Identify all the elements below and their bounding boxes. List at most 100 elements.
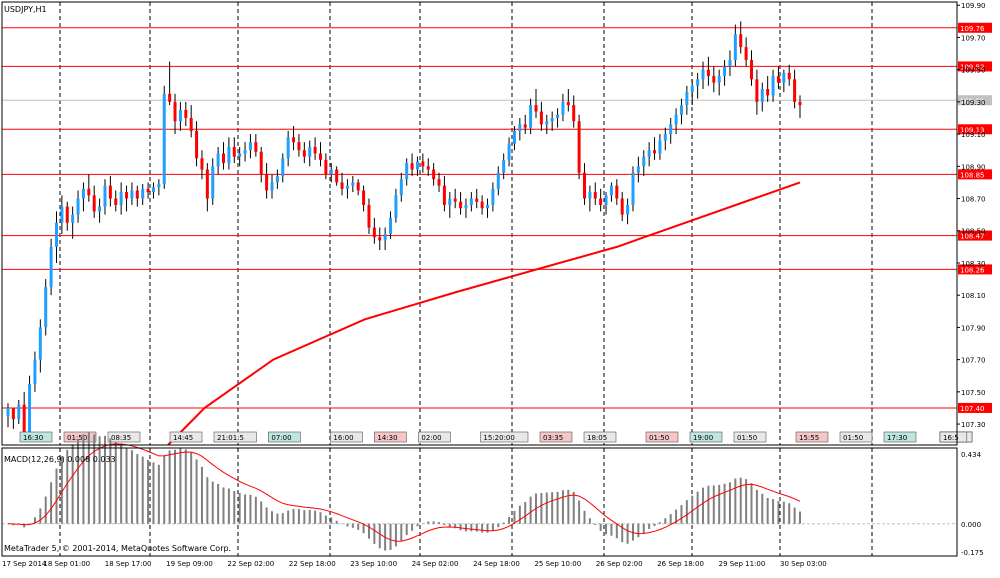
current-price-tag: [958, 95, 992, 106]
price-level-label: 108.85: [960, 171, 985, 179]
candle-body: [103, 185, 107, 207]
candle-body: [523, 124, 527, 128]
price-level-tag: [958, 61, 992, 72]
candle-body: [275, 175, 279, 183]
candle-body: [254, 142, 258, 152]
event-marker-label: 15:55: [799, 434, 819, 442]
event-marker: [645, 431, 679, 443]
candle-body: [776, 76, 780, 83]
candle-body: [292, 137, 296, 143]
candle-body: [60, 206, 64, 223]
event-marker-label: 16:00: [333, 434, 353, 442]
candle-body: [11, 407, 15, 420]
candle-body: [529, 105, 533, 128]
candle-body: [507, 143, 511, 160]
candle-body: [345, 185, 349, 189]
candle-body: [87, 188, 91, 196]
event-marker-label: 14:30: [377, 434, 397, 442]
event-marker: [583, 431, 617, 443]
candle-body: [572, 105, 576, 122]
x-axis-label: 22 Sep 18:00: [289, 560, 336, 568]
candle-body: [690, 85, 694, 93]
candle-body: [227, 146, 231, 164]
candle-body: [205, 169, 209, 199]
candle-body: [475, 198, 479, 202]
x-axis-label: 23 Sep 10:00: [350, 560, 397, 568]
candle-body: [378, 237, 382, 241]
x-axis-label: 30 Sep 03:00: [780, 560, 827, 568]
event-marker: [213, 431, 257, 443]
x-axis-label: 24 Sep 18:00: [473, 560, 520, 568]
candle-body: [146, 188, 150, 193]
candle-body: [222, 153, 226, 164]
candle-body: [238, 153, 242, 157]
candle-body: [324, 159, 328, 175]
candle-body: [216, 153, 220, 167]
event-markers: 16:30 01:50 08:35 14:45 21:01:5 07:00 16:00 14:…: [19, 431, 973, 443]
candle-body: [798, 101, 802, 106]
event-marker: [539, 431, 573, 443]
y-tick-label: 108.50: [961, 228, 986, 236]
event-marker-label: 08:35: [111, 434, 131, 442]
candle-body: [733, 34, 737, 60]
price-level-label: 109.76: [960, 25, 985, 33]
axes: 109.90109.70109.50109.30109.10108.90108.…: [1, 1, 986, 568]
symbol-label: USDJPY,H1: [4, 5, 47, 14]
horizontal-lines: 109.76 109.52 109.13 108.85 108.47 108.26 107.…: [2, 22, 992, 413]
macd-label: MACD(12,26,9) 0.008 0.033: [4, 455, 116, 464]
candle-body: [248, 142, 252, 151]
candle-body: [38, 327, 42, 360]
candle-body: [512, 130, 516, 144]
candle-body: [184, 109, 188, 118]
candle-body: [329, 169, 333, 175]
candle-body: [389, 217, 393, 234]
candle-body: [679, 105, 683, 115]
y-tick-label: 109.30: [961, 99, 986, 107]
candle-body: [6, 407, 10, 417]
candle-body: [17, 404, 21, 420]
candle-body: [685, 92, 689, 106]
event-marker: [374, 431, 407, 443]
x-axis-label: 22 Sep 02:00: [228, 560, 275, 568]
candle-body: [599, 198, 603, 205]
price-level-label: 108.47: [960, 233, 985, 241]
candle-body: [394, 195, 398, 218]
price-level-tag: [958, 22, 992, 33]
candle-body: [28, 383, 32, 433]
price-level-tag: [958, 124, 992, 135]
event-marker-label: 16:5: [943, 434, 959, 442]
candle-body: [351, 182, 355, 186]
candle-body: [706, 69, 710, 77]
event-marker: [330, 431, 363, 443]
candle-body: [232, 146, 236, 157]
candle-body: [782, 72, 786, 83]
candle-body: [98, 206, 102, 212]
candle-body: [243, 150, 247, 154]
y-tick-label: 107.70: [961, 357, 986, 365]
y-tick-label: 108.10: [961, 292, 986, 300]
candle-body: [421, 161, 425, 167]
x-axis-label: 18 Sep 01:00: [43, 560, 90, 568]
candle-body: [114, 198, 118, 205]
event-marker-label: 01:50: [843, 434, 863, 442]
candle-body: [415, 161, 419, 170]
candle-body: [162, 93, 166, 185]
y-tick-label: 109.10: [961, 131, 986, 139]
candle-body: [313, 146, 317, 154]
price-level-tag: [958, 402, 992, 413]
candle-body: [372, 227, 376, 238]
candle-body: [442, 185, 446, 205]
event-marker-label: 19:00: [693, 434, 713, 442]
candle-body: [135, 190, 139, 199]
candle-body: [405, 163, 409, 180]
macd-tick-label: 0.434: [961, 451, 982, 459]
candle-body: [464, 204, 468, 209]
candle-body: [76, 198, 80, 215]
candle-body: [410, 163, 414, 170]
main-panel-frame: [1, 1, 958, 446]
candle-body: [674, 114, 678, 125]
candle-body: [604, 195, 608, 205]
candle-body: [437, 179, 441, 186]
candle-body: [577, 121, 581, 173]
candle-body: [582, 172, 586, 199]
